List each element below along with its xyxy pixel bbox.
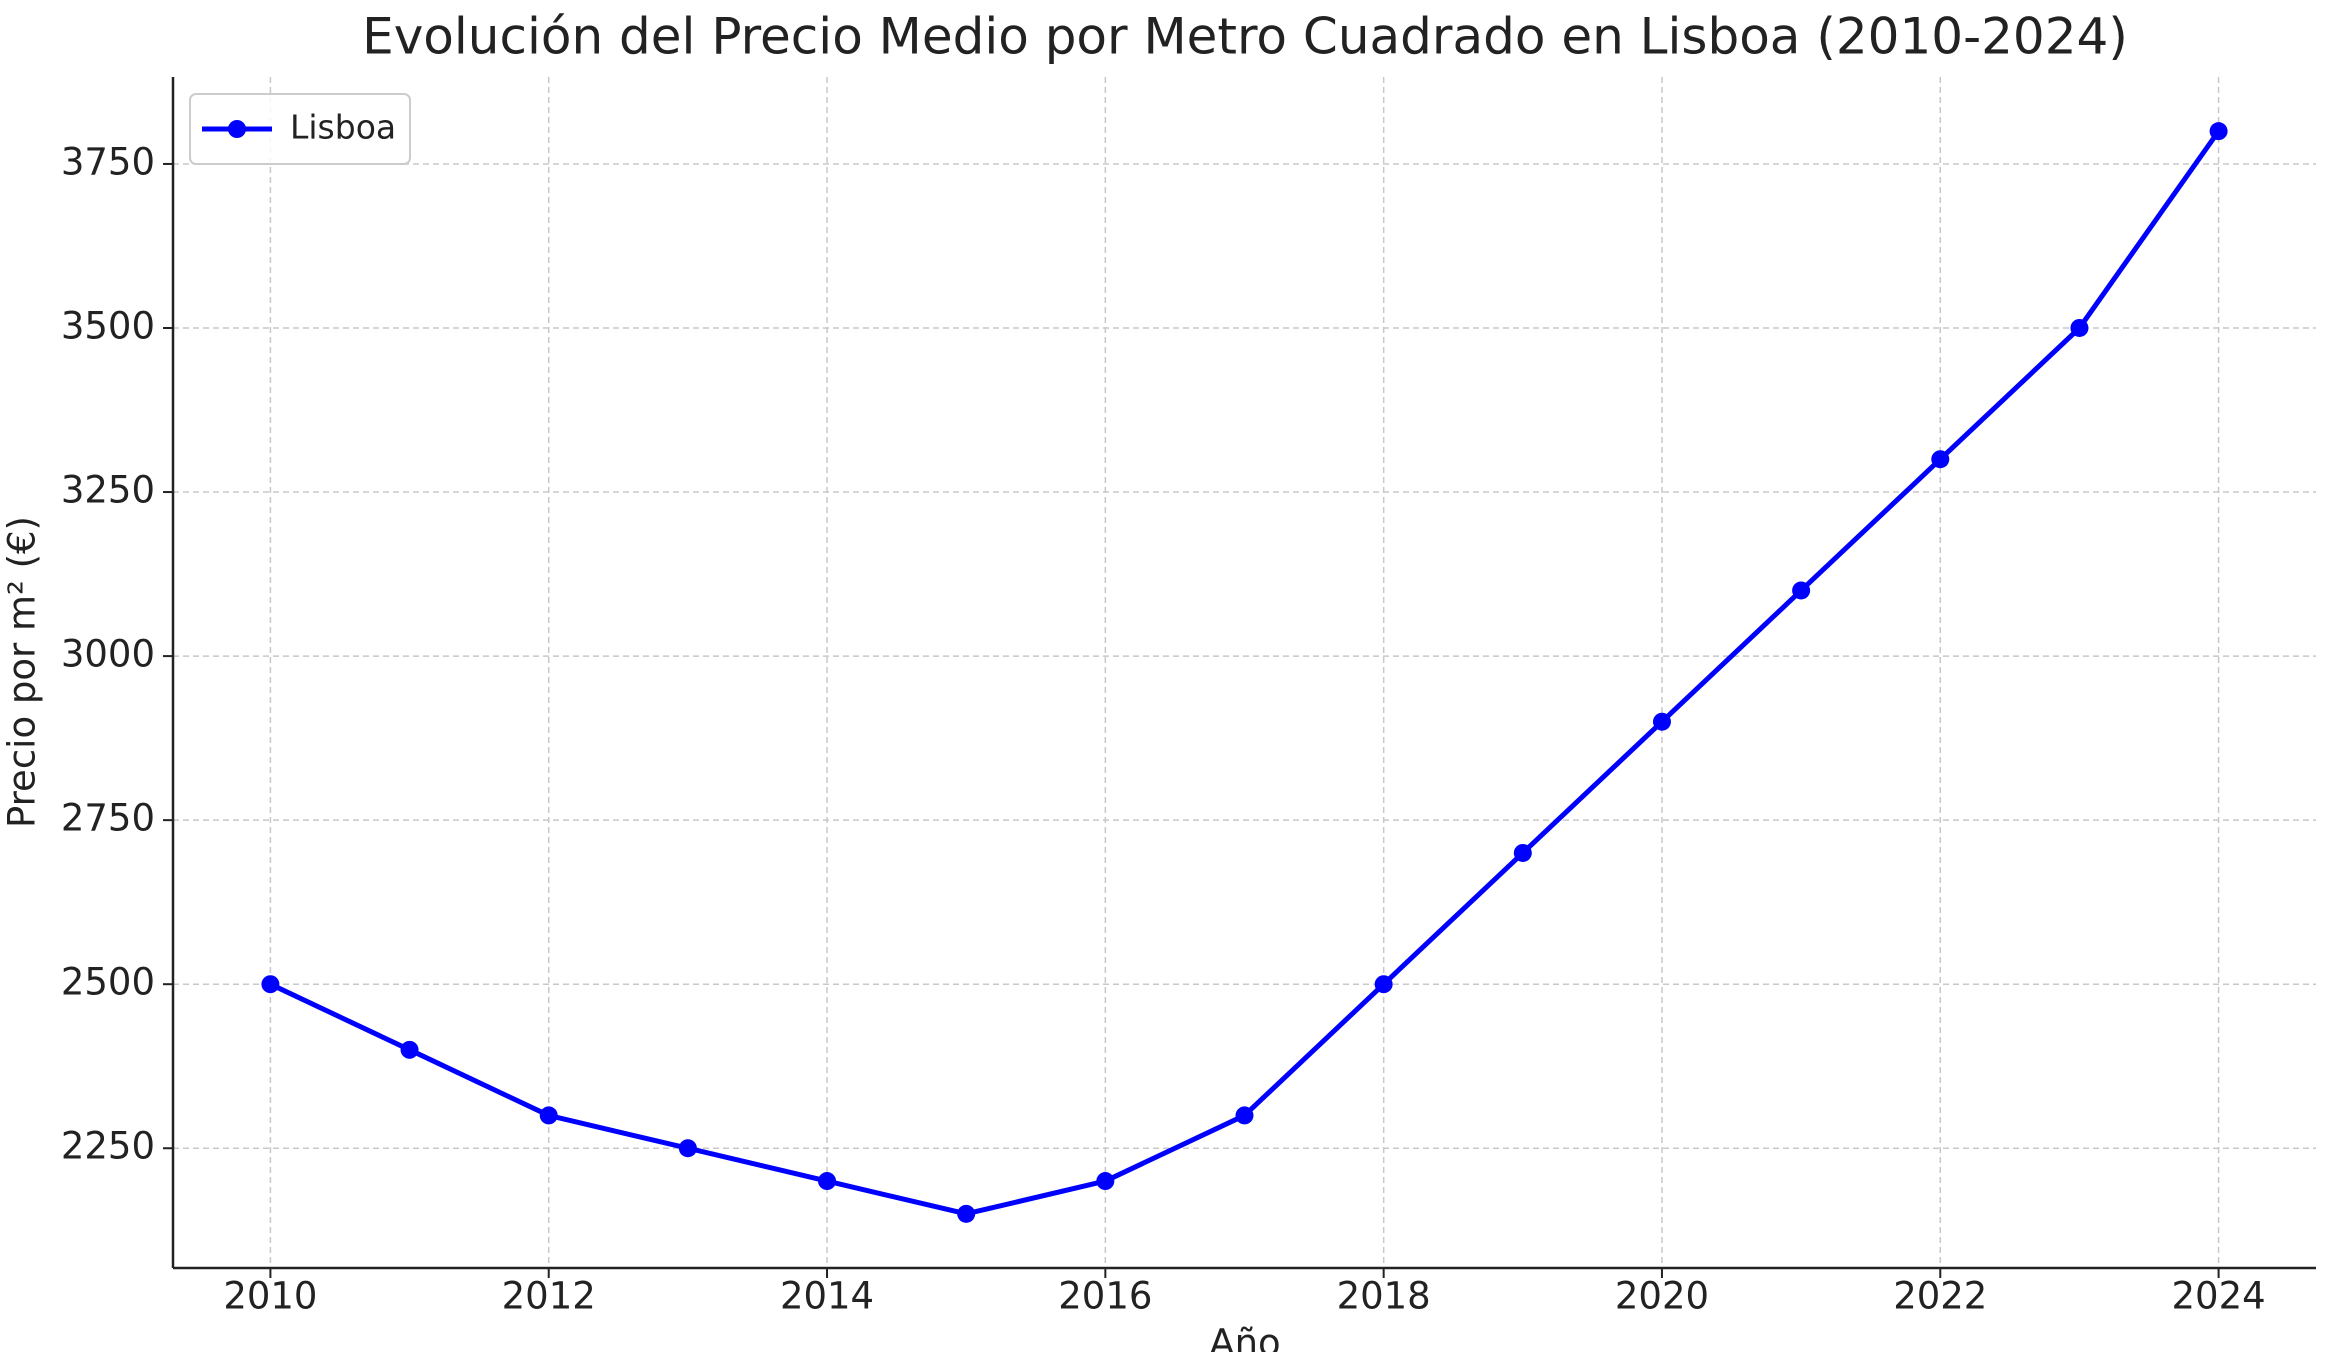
x-axis-label: Año <box>1209 1322 1280 1352</box>
point <box>2070 318 2089 337</box>
x-tick-label: 2012 <box>502 1275 596 1318</box>
y-tick-label: 3750 <box>61 140 155 183</box>
point <box>1652 712 1671 731</box>
y-tick-label: 3250 <box>61 469 155 512</box>
x-tick-label: 2024 <box>2172 1275 2266 1318</box>
y-axis-label: Precio por m² (€) <box>1 516 44 828</box>
x-tick-label: 2022 <box>1893 1275 1987 1318</box>
y-tick-label: 2750 <box>61 797 155 840</box>
point <box>2209 122 2228 141</box>
x-tick-label: 2018 <box>1337 1275 1431 1318</box>
point <box>957 1204 976 1223</box>
line <box>269 129 2221 1217</box>
chart-title: Evolución del Precio Medio por Metro Cua… <box>362 8 2128 66</box>
y-tick-label: 3000 <box>61 633 155 676</box>
point <box>400 1040 419 1059</box>
point <box>1513 843 1532 862</box>
point <box>678 1139 697 1158</box>
legend <box>189 93 411 165</box>
legend-marker <box>228 120 246 138</box>
point <box>539 1106 558 1125</box>
x-tick-label: 2020 <box>1615 1275 1709 1318</box>
point <box>1931 450 1950 469</box>
y-tick-label: 2250 <box>61 1125 155 1168</box>
point <box>818 1172 837 1191</box>
point <box>1792 581 1811 600</box>
x-tick-label: 2010 <box>223 1275 317 1318</box>
point <box>1096 1172 1115 1191</box>
y-tick-label: 2500 <box>61 961 155 1004</box>
point <box>261 975 280 994</box>
legend-label: Lisboa <box>290 108 396 147</box>
point <box>1374 975 1393 994</box>
y-tick-label: 3500 <box>61 304 155 347</box>
point <box>1235 1106 1254 1125</box>
x-tick-label: 2014 <box>780 1275 874 1318</box>
x-tick-label: 2016 <box>1058 1275 1152 1318</box>
